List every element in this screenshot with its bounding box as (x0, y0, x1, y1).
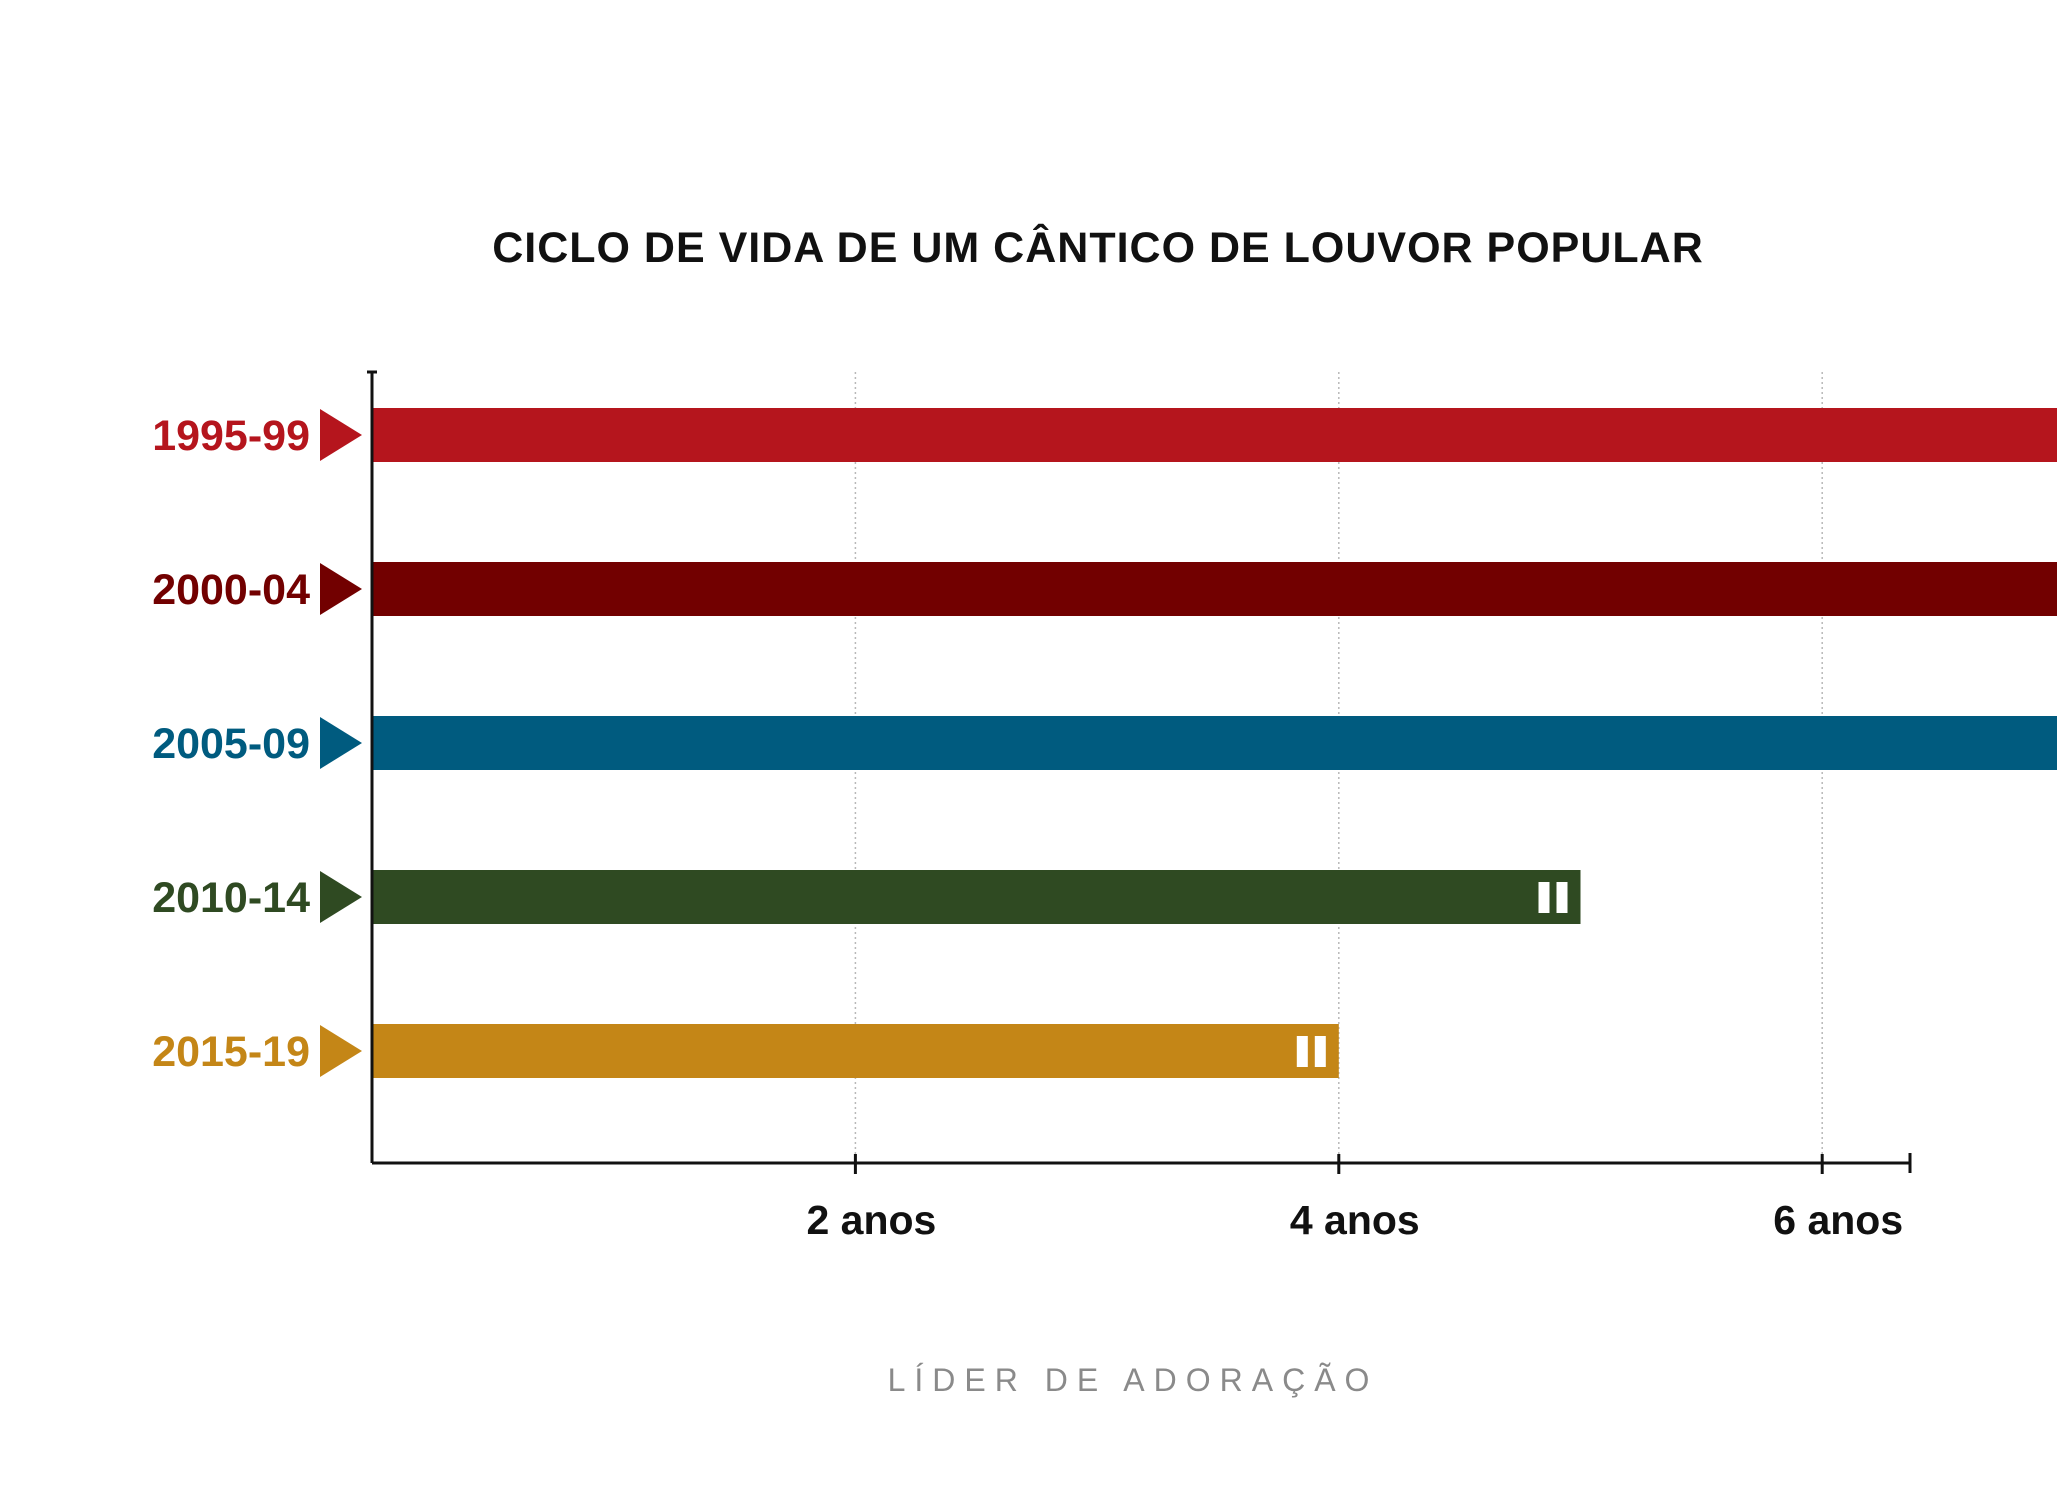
bar-2015-19 (372, 1024, 1339, 1078)
bar-2005-09 (372, 716, 2057, 770)
play-arrow-icon (320, 409, 362, 461)
play-arrow-icon (320, 1025, 362, 1077)
play-arrow-icon (320, 563, 362, 615)
category-label-2010-14: 2010-14 (152, 874, 310, 922)
pause-icon (1296, 1036, 1308, 1067)
category-label-2005-09: 2005-09 (152, 720, 310, 768)
category-labels: 1995-99 2000-04 2005-09 2010-14 2015-19 (152, 409, 362, 1077)
bar-1995-99 (372, 408, 2057, 462)
category-label-1995-99: 1995-99 (152, 412, 310, 460)
play-arrow-icon (320, 871, 362, 923)
pause-icon (1556, 882, 1568, 913)
category-label-2015-19: 2015-19 (152, 1028, 310, 1076)
x-tick-label: 6 anos (1773, 1197, 1903, 1243)
x-tick-label: 4 anos (1290, 1197, 1420, 1243)
pause-icon (1538, 882, 1550, 913)
source-label: LÍDER DE ADORAÇÃO (888, 1362, 1379, 1398)
chart-title: CICLO DE VIDA DE UM CÂNTICO DE LOUVOR PO… (492, 223, 1704, 272)
x-tick-label: 2 anos (806, 1197, 936, 1243)
bar-2010-14 (372, 870, 1581, 924)
bar-2000-04 (372, 562, 2057, 616)
axes (367, 370, 1912, 1173)
play-arrow-icon (320, 717, 362, 769)
bars (372, 408, 2057, 1078)
pause-icon (1314, 1036, 1326, 1067)
category-label-2000-04: 2000-04 (152, 566, 310, 614)
